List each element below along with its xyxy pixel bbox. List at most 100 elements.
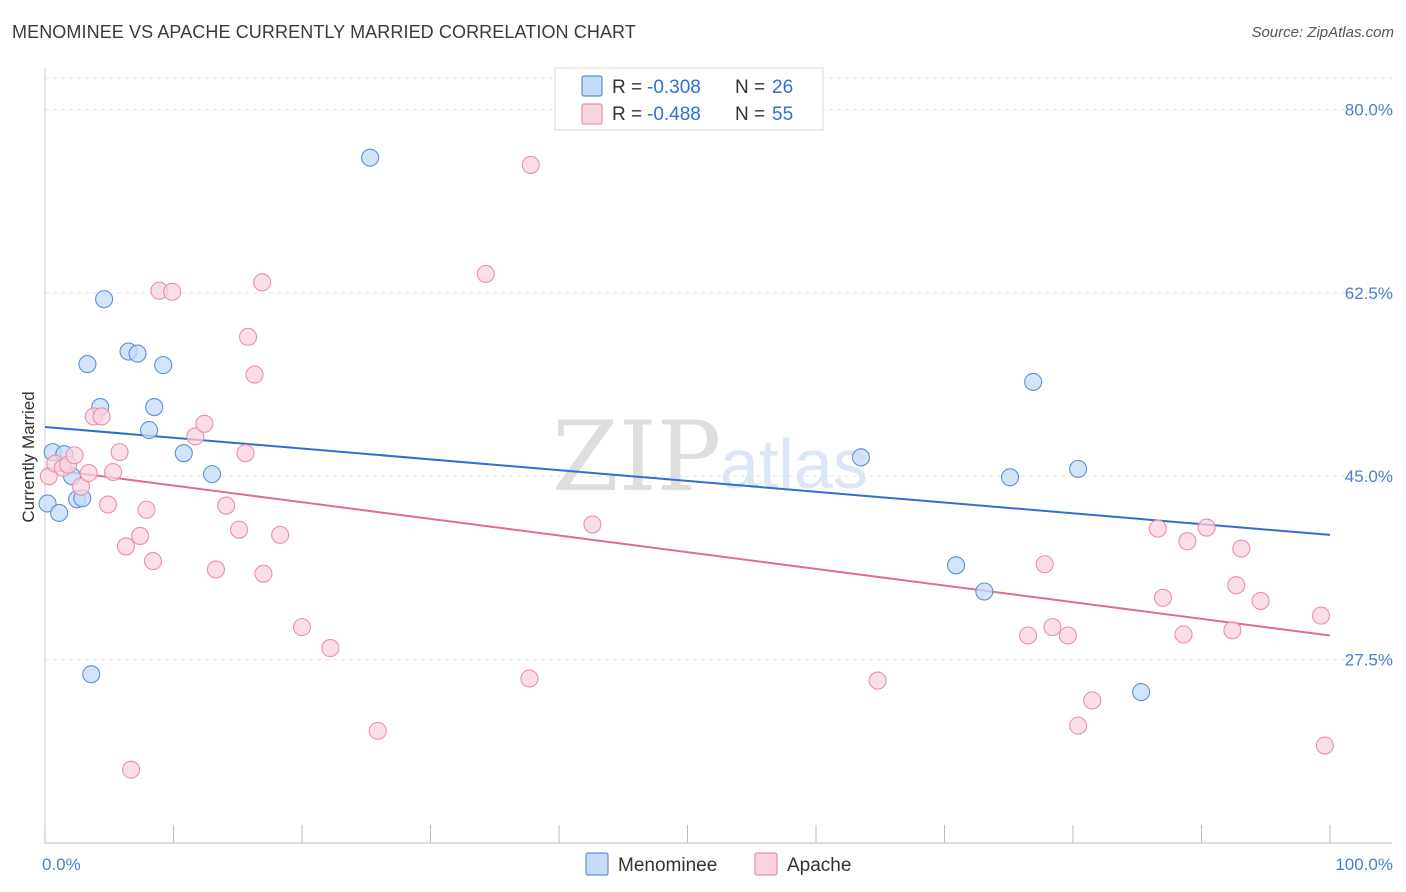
bottom-legend-swatch-apache [754, 852, 778, 876]
apache-point-11 [110, 443, 129, 462]
apache-point-4 [65, 446, 84, 465]
apache-point-16 [143, 552, 162, 571]
menominee-point-13 [140, 421, 159, 440]
apache-point-34 [520, 669, 539, 688]
legend-menominee-r-value: -0.308 [647, 77, 701, 98]
apache-point-46 [1174, 625, 1193, 644]
apache-point-10 [104, 462, 123, 482]
menominee-point-24 [1069, 459, 1088, 478]
apache-point-18 [163, 282, 182, 301]
gridlines [45, 77, 1392, 661]
legend-apache-n-value: 55 [772, 104, 793, 125]
bottom-legend: Menominee Apache [585, 852, 851, 876]
legend-menominee-n-label: N = [735, 77, 765, 98]
apache-point-47 [1178, 532, 1197, 551]
menominee-point-21 [975, 582, 994, 601]
apache-point-15 [137, 500, 156, 519]
apache-point-23 [229, 520, 249, 539]
apache-point-44 [1148, 519, 1167, 538]
menominee-point-19 [851, 448, 871, 467]
apache-point-24 [236, 444, 255, 463]
apache-point-33 [476, 264, 495, 284]
apache-point-12 [116, 537, 136, 556]
menominee-point-14 [145, 398, 164, 417]
menominee-point-15 [154, 356, 173, 375]
apache-point-14 [131, 526, 150, 546]
apache-point-30 [292, 618, 312, 637]
legend-apache-n-label: N = [735, 104, 765, 125]
y-tick-label-1: 45.0% [1345, 467, 1393, 486]
apache-point-19 [186, 427, 205, 446]
apache-point-39 [1035, 555, 1054, 574]
y-tick-label-3: 80.0% [1345, 100, 1393, 119]
menominee-point-7 [78, 355, 97, 374]
y-axis-label: Currently Married [19, 391, 38, 522]
apache-point-22 [217, 496, 236, 515]
apache-point-40 [1043, 618, 1062, 637]
bottom-legend-swatch-menominee [585, 852, 609, 876]
menominee-point-12 [128, 344, 147, 363]
series-apache [39, 155, 1334, 779]
apache-point-51 [1232, 539, 1251, 558]
menominee-point-2 [50, 503, 69, 522]
x-tick-labels: 0.0% 100.0% [42, 855, 1393, 874]
apache-point-31 [321, 639, 340, 658]
chart-title: MENOMINEE VS APACHE CURRENTLY MARRIED CO… [12, 22, 636, 42]
apache-point-36 [583, 515, 602, 534]
x-tick-label-0: 0.0% [42, 855, 81, 874]
apache-point-9 [98, 495, 118, 514]
apache-point-48 [1197, 518, 1216, 537]
y-tick-label-2: 62.5% [1345, 284, 1393, 303]
apache-point-13 [122, 760, 141, 779]
apache-point-32 [368, 721, 387, 740]
apache-point-27 [253, 273, 272, 292]
x-tick-label-1: 100.0% [1335, 855, 1393, 874]
menominee-point-25 [1132, 683, 1151, 702]
legend-menominee-r-label: R = [612, 77, 642, 98]
apache-point-45 [1153, 588, 1172, 607]
menominee-point-16 [174, 444, 193, 463]
apache-point-41 [1058, 626, 1077, 645]
series-menominee [38, 148, 1151, 702]
y-tick-labels: 27.5% 45.0% 62.5% 80.0% [1345, 100, 1393, 669]
apache-point-52 [1251, 591, 1270, 610]
apache-point-20 [195, 414, 214, 433]
apache-point-42 [1069, 716, 1088, 735]
apache-point-50 [1227, 576, 1246, 595]
apache-point-43 [1083, 691, 1102, 710]
menominee-point-20 [947, 556, 966, 575]
menominee-point-17 [203, 465, 222, 484]
apache-point-26 [245, 365, 264, 384]
bottom-legend-menominee: Menominee [618, 855, 717, 876]
menominee-point-23 [1024, 372, 1043, 391]
source-label: Source: ZipAtlas.com [1251, 24, 1394, 41]
apache-trend-line [44, 467, 1331, 637]
legend-menominee-n-value: 26 [772, 77, 793, 98]
legend-swatch-apache [581, 103, 603, 125]
y-tick-label-0: 27.5% [1345, 651, 1393, 670]
apache-point-54 [1315, 736, 1334, 755]
apache-point-28 [254, 564, 273, 583]
apache-point-25 [238, 327, 258, 346]
apache-point-53 [1311, 606, 1331, 625]
legend: R = -0.308 N = 26 R = -0.488 N = 55 [554, 67, 824, 131]
menominee-point-10 [95, 290, 114, 309]
bottom-legend-apache: Apache [787, 855, 851, 876]
apache-point-5 [71, 477, 91, 496]
apache-point-6 [79, 464, 98, 483]
watermark: ZIP atlas [552, 401, 868, 513]
menominee-trend-line [44, 425, 1331, 536]
legend-swatch-menominee [581, 75, 603, 97]
apache-point-38 [1018, 626, 1038, 645]
apache-point-21 [206, 560, 225, 579]
apache-point-37 [868, 671, 887, 690]
apache-point-35 [521, 155, 540, 175]
watermark-atlas: atlas [720, 425, 868, 503]
watermark-zip: ZIP [552, 401, 721, 513]
legend-apache-r-value: -0.488 [647, 104, 701, 125]
menominee-point-18 [361, 148, 380, 167]
apache-point-29 [271, 525, 290, 544]
menominee-point-22 [1000, 468, 1020, 487]
legend-apache-r-label: R = [612, 104, 642, 125]
